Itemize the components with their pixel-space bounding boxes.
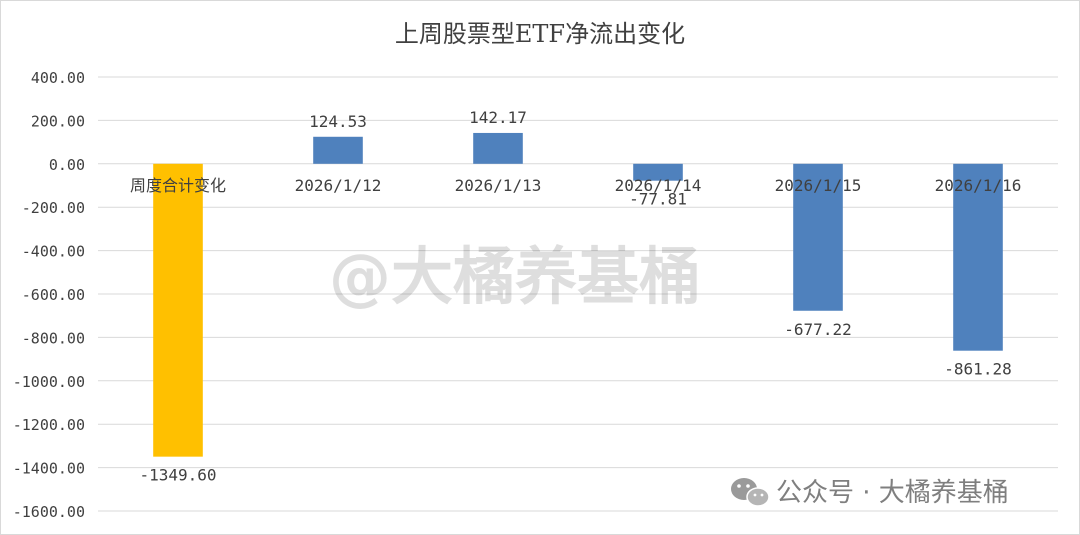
watermark-center-text: @大橘养基桶 bbox=[329, 240, 701, 313]
y-tick-label: -1200.00 bbox=[13, 416, 85, 434]
bar bbox=[953, 163, 1003, 351]
data-label: -677.22 bbox=[784, 320, 851, 339]
y-tick-label: -800.00 bbox=[22, 329, 85, 347]
y-tick-label: -1400.00 bbox=[13, 460, 85, 478]
data-labels: -1349.60 124.53 142.17 -77.81 -677.22 -861.28 bbox=[139, 108, 1011, 485]
gridlines bbox=[98, 76, 1058, 512]
watermark-footer: 公众号 · 大橘养基桶 bbox=[731, 478, 1009, 508]
x-tick-label: 2026/1/13 bbox=[455, 176, 542, 195]
y-axis-tick-labels: 400.00 200.00 0.00 -200.00 -400.00 -600.00 -80… bbox=[13, 69, 85, 521]
bar bbox=[153, 163, 203, 457]
data-label: -861.28 bbox=[944, 360, 1011, 379]
y-tick-label: -1600.00 bbox=[13, 503, 85, 521]
y-tick-label: 0.00 bbox=[49, 156, 85, 174]
bar bbox=[633, 163, 683, 181]
data-label: 142.17 bbox=[469, 108, 527, 127]
bar bbox=[313, 136, 363, 164]
x-tick-label: 2026/1/15 bbox=[775, 176, 862, 195]
wechat-icon bbox=[731, 478, 770, 507]
watermark-center: @大橘养基桶 bbox=[329, 240, 701, 313]
watermark-footer-text: 公众号 · 大橘养基桶 bbox=[776, 478, 1009, 508]
x-tick-label: 2026/1/12 bbox=[295, 176, 382, 195]
y-tick-label: -600.00 bbox=[22, 286, 85, 304]
x-tick-label: 2026/1/16 bbox=[935, 176, 1022, 195]
y-tick-label: -1000.00 bbox=[13, 373, 85, 391]
x-axis-tick-labels: 周度合计变化 2026/1/12 2026/1/13 2026/1/14 2026/1/… bbox=[130, 176, 1021, 195]
x-tick-label: 周度合计变化 bbox=[130, 176, 226, 195]
data-label: -77.81 bbox=[629, 190, 687, 209]
bars bbox=[153, 132, 1003, 457]
x-tick-label: 2026/1/14 bbox=[615, 176, 702, 195]
y-tick-label: 200.00 bbox=[31, 112, 85, 130]
bar bbox=[473, 132, 523, 164]
bar bbox=[793, 163, 843, 311]
y-tick-label: 400.00 bbox=[31, 69, 85, 87]
data-label: 124.53 bbox=[309, 112, 367, 131]
data-label: -1349.60 bbox=[139, 466, 216, 485]
y-tick-label: -400.00 bbox=[22, 243, 85, 261]
chart-title: 上周股票型ETF净流出变化 bbox=[395, 20, 685, 48]
y-tick-label: -200.00 bbox=[22, 199, 85, 217]
